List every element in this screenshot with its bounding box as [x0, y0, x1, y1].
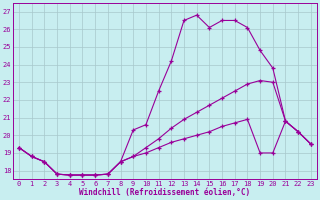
X-axis label: Windchill (Refroidissement éolien,°C): Windchill (Refroidissement éolien,°C): [79, 188, 251, 197]
